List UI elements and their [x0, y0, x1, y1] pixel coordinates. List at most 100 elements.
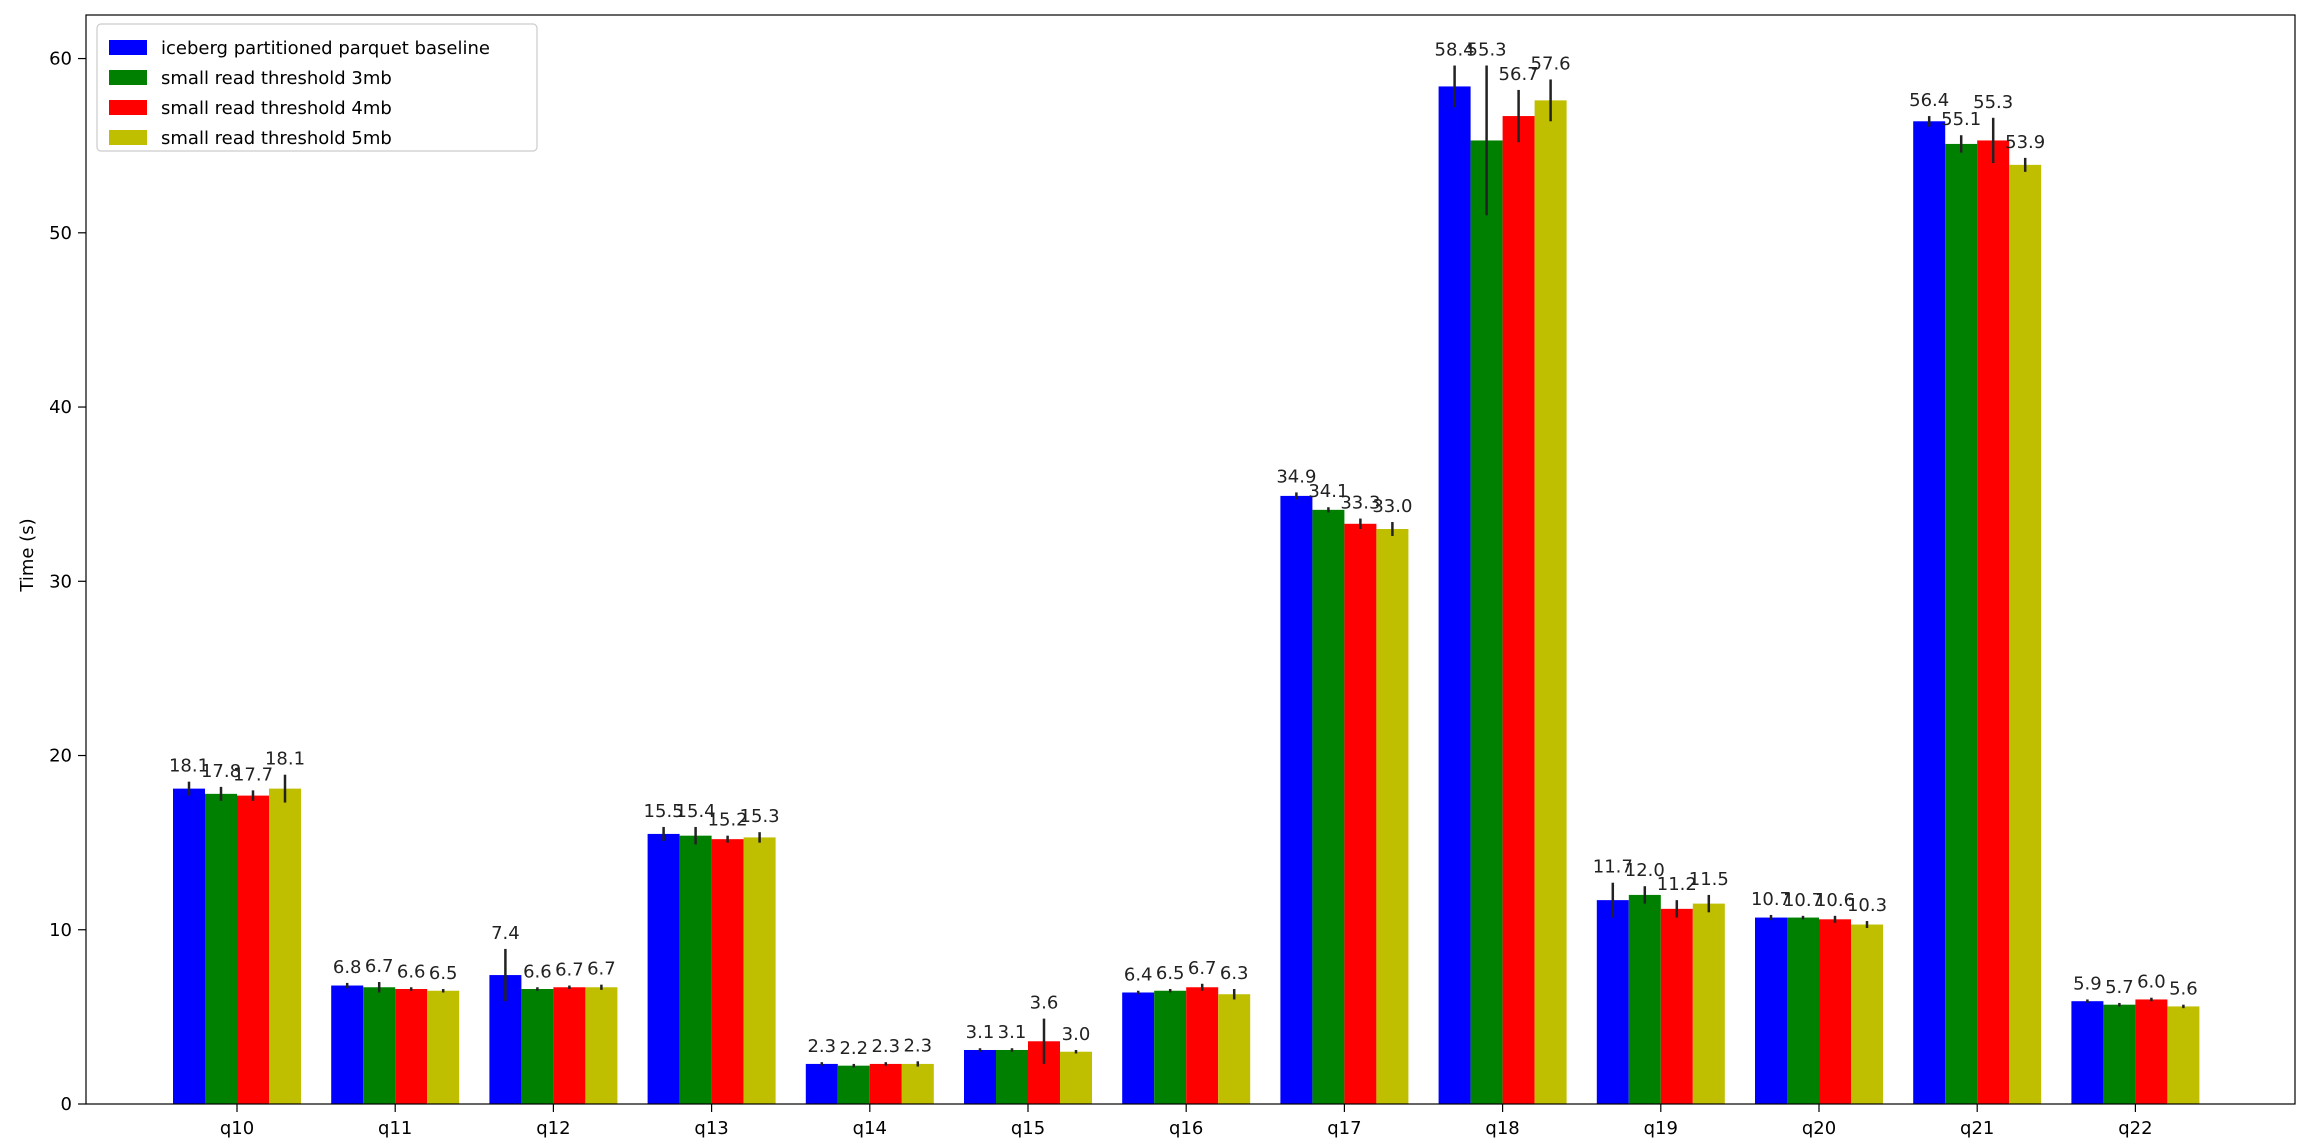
bar: [237, 795, 269, 1104]
bar-value-label: 33.0: [1372, 496, 1412, 517]
bar-value-label: 3.6: [1030, 993, 1059, 1014]
bar: [2071, 1001, 2104, 1104]
bar-value-label: 56.4: [1909, 90, 1949, 111]
bar-value-label: 6.0: [2137, 972, 2166, 993]
bar: [1787, 917, 1819, 1104]
bar-value-label: 10.7: [1783, 890, 1823, 911]
bar: [585, 987, 618, 1104]
y-tick-label: 20: [49, 746, 72, 767]
bar-value-label: 11.7: [1593, 857, 1633, 878]
bar: [1376, 529, 1409, 1104]
bar-value-label: 12.0: [1625, 860, 1665, 881]
bar: [1596, 900, 1629, 1104]
bar-value-label: 6.4: [1124, 965, 1153, 986]
bar: [1945, 143, 1978, 1104]
legend: iceberg partitioned parquet baseline smal…: [96, 23, 538, 152]
bar: [1470, 140, 1503, 1104]
bar-value-label: 5.7: [2105, 977, 2134, 998]
bar-value-label: 34.9: [1276, 466, 1316, 487]
bar-value-label: 11.2: [1657, 874, 1697, 895]
x-tick-label: q13: [694, 1118, 728, 1139]
bar: [1692, 903, 1725, 1104]
bar-value-label: 53.9: [2005, 132, 2045, 153]
bar-value-label: 15.2: [708, 810, 748, 831]
bar-value-label: 57.6: [1531, 53, 1571, 74]
y-tick-label: 40: [49, 397, 72, 418]
bar-value-label: 34.1: [1308, 481, 1348, 502]
x-tick-label: q15: [1011, 1118, 1045, 1139]
x-tick-label: q11: [378, 1118, 412, 1139]
plot-frame: [85, 14, 2296, 1105]
bar: [395, 989, 428, 1104]
bar: [1628, 894, 1661, 1104]
bar-value-label: 2.2: [839, 1038, 868, 1059]
bar-value-label: 2.3: [871, 1036, 900, 1057]
bar: [647, 833, 680, 1104]
bar-value-label: 6.7: [555, 960, 584, 981]
legend-entry: small read threshold 5mb: [161, 128, 392, 149]
bar-value-label: 5.6: [2169, 979, 2198, 1000]
bar: [805, 1063, 838, 1104]
y-tick-label: 60: [49, 49, 72, 70]
bar: [331, 985, 364, 1104]
bar: [1819, 919, 1851, 1104]
bar-value-label: 18.1: [169, 756, 209, 777]
y-tick-label: 10: [49, 920, 72, 941]
legend-entry: iceberg partitioned parquet baseline: [161, 38, 490, 59]
bar: [2167, 1006, 2200, 1104]
bar-value-label: 7.4: [491, 923, 520, 944]
bar-value-label: 3.0: [1062, 1024, 1091, 1045]
bar: [1851, 924, 1883, 1104]
bar-value-label: 2.3: [903, 1035, 932, 1056]
bar: [1755, 917, 1787, 1104]
bar: [363, 987, 396, 1104]
bar-value-label: 6.7: [587, 959, 616, 980]
x-tick-label: q19: [1644, 1118, 1678, 1139]
x-tick-label: q21: [1960, 1118, 1994, 1139]
axes-layer: 0 10 20 30 40 50 60 q10 q11 q12 q13 q14 q15 q16 q17 q18…: [49, 14, 2296, 1139]
bar: [1534, 100, 1567, 1104]
bar: [743, 837, 776, 1104]
bar: [553, 987, 586, 1104]
bar-value-label: 55.3: [1467, 40, 1507, 61]
legend-swatch: [109, 100, 147, 115]
bar-value-label: 56.7: [1499, 64, 1539, 85]
bar: [869, 1063, 902, 1104]
bar: [2009, 164, 2042, 1104]
y-tick-label: 0: [61, 1094, 72, 1115]
bar-value-label: 55.1: [1941, 109, 1981, 130]
bar: [2135, 999, 2168, 1104]
y-tick-label: 30: [49, 571, 72, 592]
legend-entry: small read threshold 3mb: [161, 68, 392, 89]
legend-entry: small read threshold 4mb: [161, 98, 392, 119]
bar: [1502, 116, 1535, 1104]
x-tick-label: q16: [1169, 1118, 1203, 1139]
bar-value-label: 18.1: [265, 749, 305, 770]
legend-swatch: [109, 40, 147, 55]
bar-value-label: 3.1: [998, 1022, 1027, 1043]
bar-value-label: 10.6: [1815, 890, 1855, 911]
bar: [1186, 987, 1219, 1104]
bar: [269, 788, 301, 1104]
bar: [1660, 908, 1693, 1104]
bar: [1438, 86, 1471, 1104]
bar-value-label: 17.8: [201, 761, 241, 782]
bar: [1913, 121, 1946, 1105]
bar: [1218, 994, 1251, 1104]
bar: [964, 1049, 996, 1104]
bar: [1280, 495, 1313, 1104]
bar-value-label: 6.5: [429, 963, 458, 984]
bar-value-label: 33.3: [1340, 493, 1380, 514]
bar: [901, 1063, 934, 1104]
bar: [1154, 990, 1187, 1104]
bar-value-label: 3.1: [966, 1022, 995, 1043]
bar: [996, 1049, 1028, 1104]
bar: [711, 839, 744, 1104]
x-tick-label: q22: [2118, 1118, 2152, 1139]
bar: [1060, 1051, 1092, 1104]
bar: [427, 990, 460, 1104]
bar-value-label: 6.5: [1156, 963, 1185, 984]
bar: [1344, 523, 1377, 1104]
error-bars-layer: [187, 65, 2185, 1068]
